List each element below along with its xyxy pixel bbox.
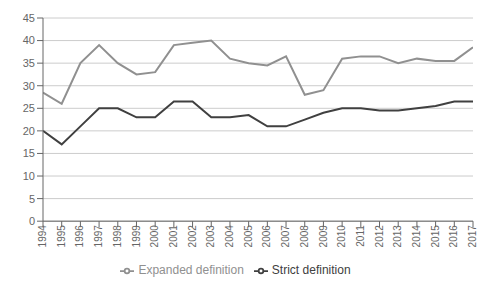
svg-text:2001: 2001 [168,225,179,248]
html-text:Expanded definition: Expanded definition [138,263,244,278]
svg-text:20: 20 [23,125,35,137]
svg-text:10: 10 [23,170,35,182]
svg-text:2014: 2014 [411,225,422,248]
svg-text:1994: 1994 [37,225,48,248]
svg-text:5: 5 [29,193,35,205]
svg-text:2002: 2002 [187,225,198,248]
svg-text:2010: 2010 [336,225,347,248]
svg-text:2013: 2013 [392,225,403,248]
svg-text:2011: 2011 [355,225,366,247]
html-text:Strict definition: Strict definition [271,263,351,278]
svg-text:30: 30 [23,80,35,92]
svg-text:2006: 2006 [261,225,272,248]
svg-text:2017: 2017 [467,225,478,248]
svg-text:25: 25 [23,102,35,114]
svg-text:1999: 1999 [131,225,142,248]
svg-text:2008: 2008 [299,225,310,248]
svg-text:2016: 2016 [448,225,459,248]
svg-text:45: 45 [23,12,35,24]
svg-text:2000: 2000 [149,225,160,248]
svg-text:2012: 2012 [374,225,385,248]
svg-text:2007: 2007 [280,225,291,248]
svg-text:2009: 2009 [318,225,329,248]
svg-text:2003: 2003 [205,225,216,248]
svg-text:35: 35 [23,57,35,69]
svg-text:1998: 1998 [112,225,123,248]
svg-text:1997: 1997 [93,225,104,248]
svg-text:2005: 2005 [243,225,254,248]
svg-text:2015: 2015 [430,225,441,248]
svg-text:2004: 2004 [224,225,235,248]
svg-text:0: 0 [29,215,35,227]
svg-text:40: 40 [23,34,35,46]
svg-text:1995: 1995 [56,225,67,248]
svg-text:15: 15 [23,147,35,159]
svg-text:1996: 1996 [74,225,85,248]
